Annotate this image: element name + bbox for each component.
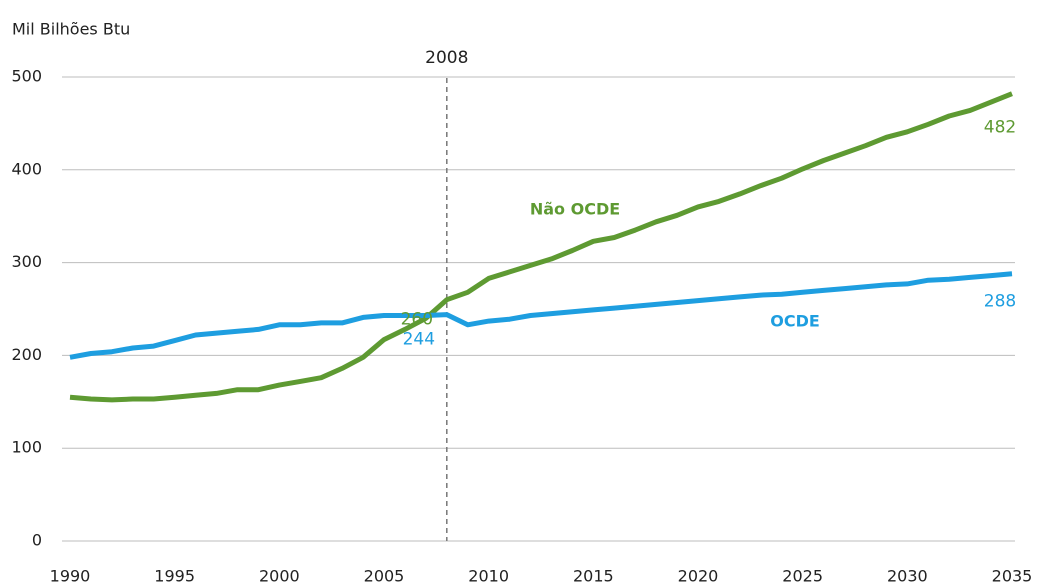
line: [69, 91, 1013, 403]
x-tick-label: 1990: [50, 567, 91, 586]
y-tick-label: 400: [11, 159, 42, 178]
y-tick-label: 100: [11, 438, 42, 457]
y-tick-label: 300: [11, 252, 42, 271]
data-label: 288: [984, 292, 1016, 312]
y-tick-label: 0: [32, 531, 42, 550]
data-label: 244: [403, 330, 435, 350]
y-tick-label: 200: [11, 345, 42, 364]
reference-label: 2008: [425, 48, 468, 68]
x-tick-label: 1995: [154, 567, 195, 586]
data-label: 260: [401, 310, 433, 330]
x-tick-label: 2005: [364, 567, 405, 586]
line: [69, 271, 1013, 360]
x-tick-label: 2020: [678, 567, 719, 586]
x-tick-label: 2030: [887, 567, 928, 586]
x-tick-label: 2015: [573, 567, 614, 586]
x-tick-label: 2010: [468, 567, 509, 586]
data-label: 482: [984, 118, 1016, 138]
x-tick-label: 2025: [782, 567, 823, 586]
x-tick-label: 2035: [992, 567, 1033, 586]
y-tick-label: 500: [11, 67, 42, 86]
x-tick-label: 2000: [259, 567, 300, 586]
series-label: OCDE: [770, 312, 820, 331]
y-axis-label: Mil Bilhões Btu: [12, 20, 130, 39]
series-label: Não OCDE: [530, 200, 620, 219]
